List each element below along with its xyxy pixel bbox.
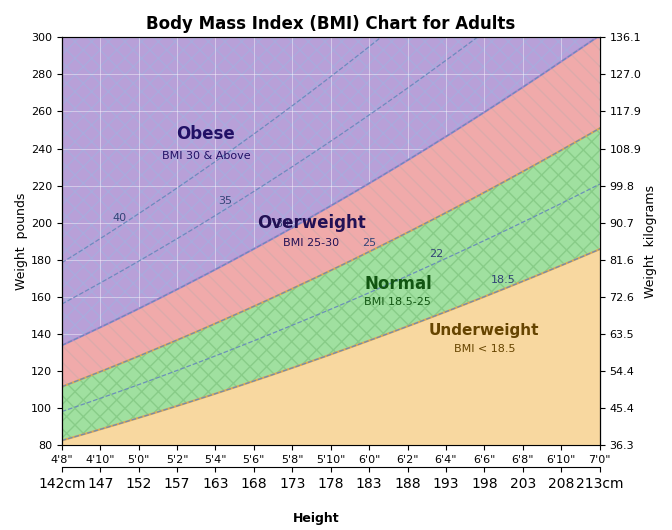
Text: 35: 35 (218, 196, 232, 206)
Y-axis label: Weight  kilograms: Weight kilograms (644, 185, 657, 298)
Title: Body Mass Index (BMI) Chart for Adults: Body Mass Index (BMI) Chart for Adults (146, 15, 515, 33)
Text: Underweight: Underweight (429, 323, 540, 338)
Text: Obese: Obese (177, 125, 235, 143)
Text: 18.5: 18.5 (491, 275, 516, 285)
Text: BMI 30 & Above: BMI 30 & Above (161, 151, 250, 161)
Text: 25: 25 (362, 238, 376, 248)
Text: 30: 30 (276, 219, 290, 229)
Text: 22: 22 (429, 249, 444, 259)
Text: Normal: Normal (364, 275, 432, 293)
Text: Height: Height (292, 511, 339, 525)
Text: Overweight: Overweight (257, 214, 366, 232)
Text: BMI 18.5-25: BMI 18.5-25 (364, 297, 431, 307)
Text: BMI 25-30: BMI 25-30 (284, 238, 339, 248)
Y-axis label: Weight  pounds: Weight pounds (15, 192, 28, 290)
Text: 40: 40 (112, 213, 126, 223)
Text: BMI < 18.5: BMI < 18.5 (454, 344, 515, 354)
